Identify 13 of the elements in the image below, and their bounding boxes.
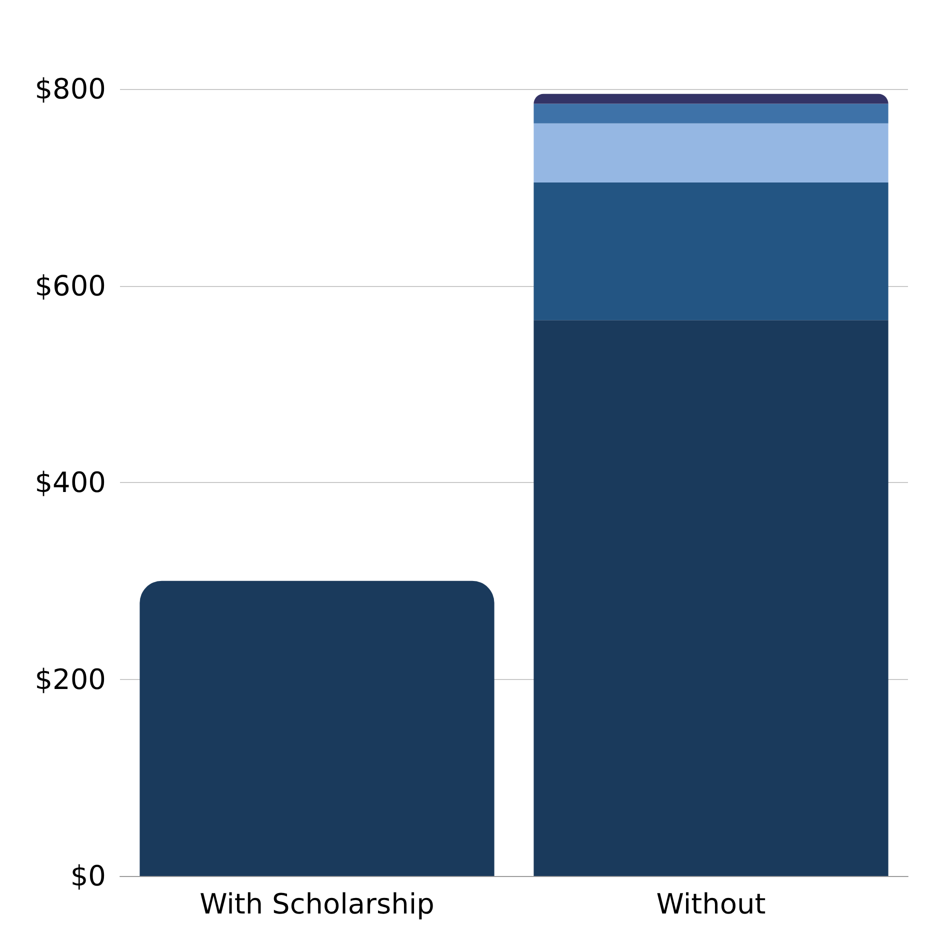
bar xyxy=(534,94,888,104)
bar xyxy=(534,182,888,320)
bar xyxy=(534,320,888,876)
bar xyxy=(534,104,888,124)
y-tick-label: $800 xyxy=(34,72,106,106)
x-tick-label: Without xyxy=(656,888,766,920)
bar xyxy=(140,580,494,876)
y-tick-label: $600 xyxy=(34,269,106,302)
y-tick-label: $200 xyxy=(34,662,106,696)
bar xyxy=(534,123,888,182)
x-tick-label: With Scholarship xyxy=(200,888,434,920)
y-tick-label: $0 xyxy=(70,860,106,892)
y-tick-label: $400 xyxy=(34,466,106,499)
